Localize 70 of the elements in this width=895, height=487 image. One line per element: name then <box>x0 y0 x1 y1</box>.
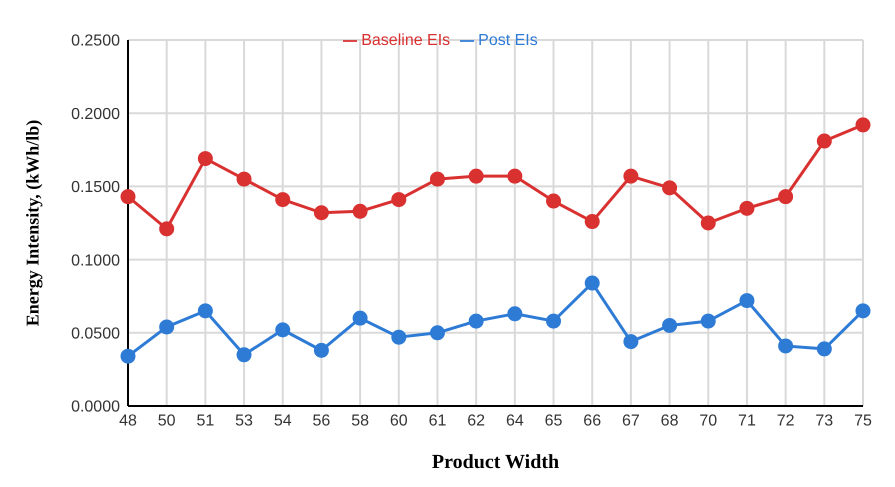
point <box>314 205 329 220</box>
x-tick-label: 65 <box>544 412 563 430</box>
x-tick-label: 72 <box>776 412 795 430</box>
x-tick-label: 71 <box>738 412 756 430</box>
point <box>391 192 406 208</box>
x-tick-label: 67 <box>622 412 640 430</box>
x-tick-label: 53 <box>235 412 254 430</box>
x-tick-label: 60 <box>390 412 408 430</box>
point <box>236 172 252 187</box>
x-tick-label: 75 <box>854 412 872 430</box>
point <box>391 330 406 345</box>
x-tick-label: 66 <box>583 412 602 430</box>
point <box>430 325 445 340</box>
point <box>507 306 522 322</box>
point <box>198 303 213 318</box>
point <box>198 151 213 166</box>
point <box>700 314 716 329</box>
point <box>623 334 638 350</box>
point <box>739 293 754 308</box>
x-tick-label: 70 <box>699 412 718 430</box>
point <box>584 276 600 291</box>
x-tick-label: 64 <box>506 412 524 430</box>
point <box>275 322 290 338</box>
point <box>507 168 522 184</box>
x-tick-label: 54 <box>274 412 292 430</box>
point <box>314 342 329 358</box>
x-axis-title: Product Width <box>432 451 560 473</box>
point <box>816 134 832 149</box>
point <box>778 338 794 354</box>
point <box>159 221 174 236</box>
y-tick-label: 0.1000 <box>71 252 120 270</box>
point <box>352 310 368 326</box>
point <box>816 341 832 356</box>
point <box>739 200 754 216</box>
point <box>546 314 562 329</box>
point <box>352 204 368 219</box>
legend-label: Post EIs <box>478 32 538 49</box>
x-tick-label: 51 <box>196 412 214 430</box>
point <box>468 168 484 184</box>
point <box>623 168 638 184</box>
point <box>700 216 716 230</box>
point <box>662 318 678 333</box>
point <box>275 192 290 208</box>
point <box>159 319 174 334</box>
point <box>430 172 445 187</box>
x-tick-label: 73 <box>815 412 834 430</box>
x-tick-label: 61 <box>428 412 446 430</box>
point <box>120 189 136 204</box>
y-tick-label: 0.2000 <box>71 106 120 123</box>
point <box>778 189 794 204</box>
point <box>856 303 870 318</box>
y-tick-label: 0.0500 <box>71 325 120 342</box>
x-tick-label: 56 <box>312 412 330 430</box>
x-tick-label: 58 <box>351 412 370 430</box>
y-tick-label: 0.1500 <box>71 179 120 196</box>
point <box>856 117 870 132</box>
x-tick-label: 62 <box>467 412 486 430</box>
point <box>120 348 136 364</box>
point <box>546 194 562 209</box>
x-tick-label: 48 <box>119 412 137 430</box>
x-tick-label: 68 <box>660 412 679 430</box>
y-axis-title: Energy Intensity, (kWh/lb) <box>22 120 42 326</box>
point <box>584 214 600 230</box>
point <box>468 314 484 329</box>
y-tick-label: 0.2500 <box>71 32 120 50</box>
point <box>236 347 252 362</box>
y-tick-label: 0.0000 <box>71 398 120 416</box>
legend-label: Baseline EIs <box>361 32 450 49</box>
x-tick-label: 50 <box>158 412 176 430</box>
point <box>662 180 678 196</box>
